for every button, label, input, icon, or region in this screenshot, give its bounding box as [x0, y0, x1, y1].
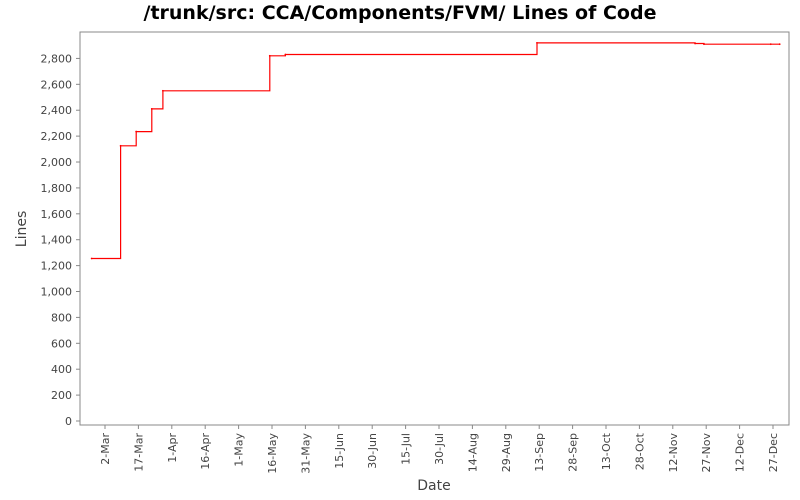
y-axis-label: Lines: [14, 211, 30, 247]
y-tick-label: 600: [51, 337, 72, 350]
y-tick-label: 1,200: [41, 260, 73, 273]
data-point: [703, 43, 705, 46]
x-tick-label: 15-Jun: [333, 433, 346, 469]
y-tick-label: 200: [51, 389, 72, 402]
x-tick-label: 27-Dec: [767, 433, 780, 472]
x-tick-label: 15-Jul: [400, 433, 413, 465]
y-tick-label: 800: [51, 311, 72, 324]
data-point: [90, 257, 93, 260]
y-tick-label: 1,000: [41, 286, 73, 299]
x-tick-label: 13-Oct: [600, 432, 613, 470]
x-tick-label: 28-Sep: [567, 433, 580, 472]
data-point: [536, 41, 538, 44]
x-tick-label: 13-Sep: [533, 433, 546, 472]
x-tick-label: 30-Jun: [366, 433, 379, 469]
x-tick-label: 31-May: [299, 433, 312, 474]
x-tick-label: 1-May: [233, 433, 246, 467]
x-tick-label: 1-Apr: [166, 433, 179, 463]
y-tick-label: 2,200: [41, 130, 73, 143]
y-tick-label: 2,000: [41, 156, 73, 169]
data-point: [119, 144, 122, 147]
x-axis-label: Date: [417, 478, 450, 494]
plot-area: [79, 31, 790, 426]
data-point: [268, 54, 271, 57]
y-tick-label: 1,800: [41, 182, 73, 195]
x-tick-label: 27-Nov: [700, 433, 713, 473]
x-tick-label: 17-Mar: [132, 433, 145, 472]
x-tick-label: 2-Mar: [99, 433, 112, 465]
y-axis: 0 200 400 600 800 1,000 1,200 1,400 1,600 1,800 2,…: [41, 52, 80, 428]
data-point: [161, 89, 164, 92]
data-point: [694, 42, 696, 45]
y-tick-label: 2,800: [41, 52, 73, 65]
y-tick-label: 2,600: [41, 78, 73, 91]
x-tick-label: 28-Oct: [633, 432, 646, 470]
x-tick-label: 30-Jul: [433, 433, 446, 465]
x-tick-label: 16-Apr: [199, 433, 212, 470]
data-point: [769, 43, 772, 46]
y-tick-label: 1,600: [41, 208, 73, 221]
y-tick-label: 400: [51, 363, 72, 376]
x-tick-label: 16-May: [266, 433, 279, 474]
data-point: [284, 53, 287, 56]
data-point: [150, 108, 153, 110]
y-tick-label: 0: [65, 415, 72, 428]
y-tick-label: 2,400: [41, 104, 73, 117]
data-point: [778, 43, 781, 46]
data-point: [135, 130, 138, 133]
y-tick-label: 1,400: [41, 234, 73, 247]
chart-title: /trunk/src: CCA/Components/FVM/ Lines of…: [143, 2, 657, 24]
x-tick-label: 14-Aug: [466, 433, 479, 472]
series-layer: [90, 41, 781, 260]
x-tick-label: 29-Aug: [500, 433, 513, 472]
x-tick-label: 12-Nov: [667, 433, 680, 473]
x-tick-label: 12-Dec: [734, 433, 747, 472]
x-axis: 2-Mar 17-Mar 1-Apr 16-Apr 1-May 16-May 31-May 1…: [99, 425, 780, 474]
